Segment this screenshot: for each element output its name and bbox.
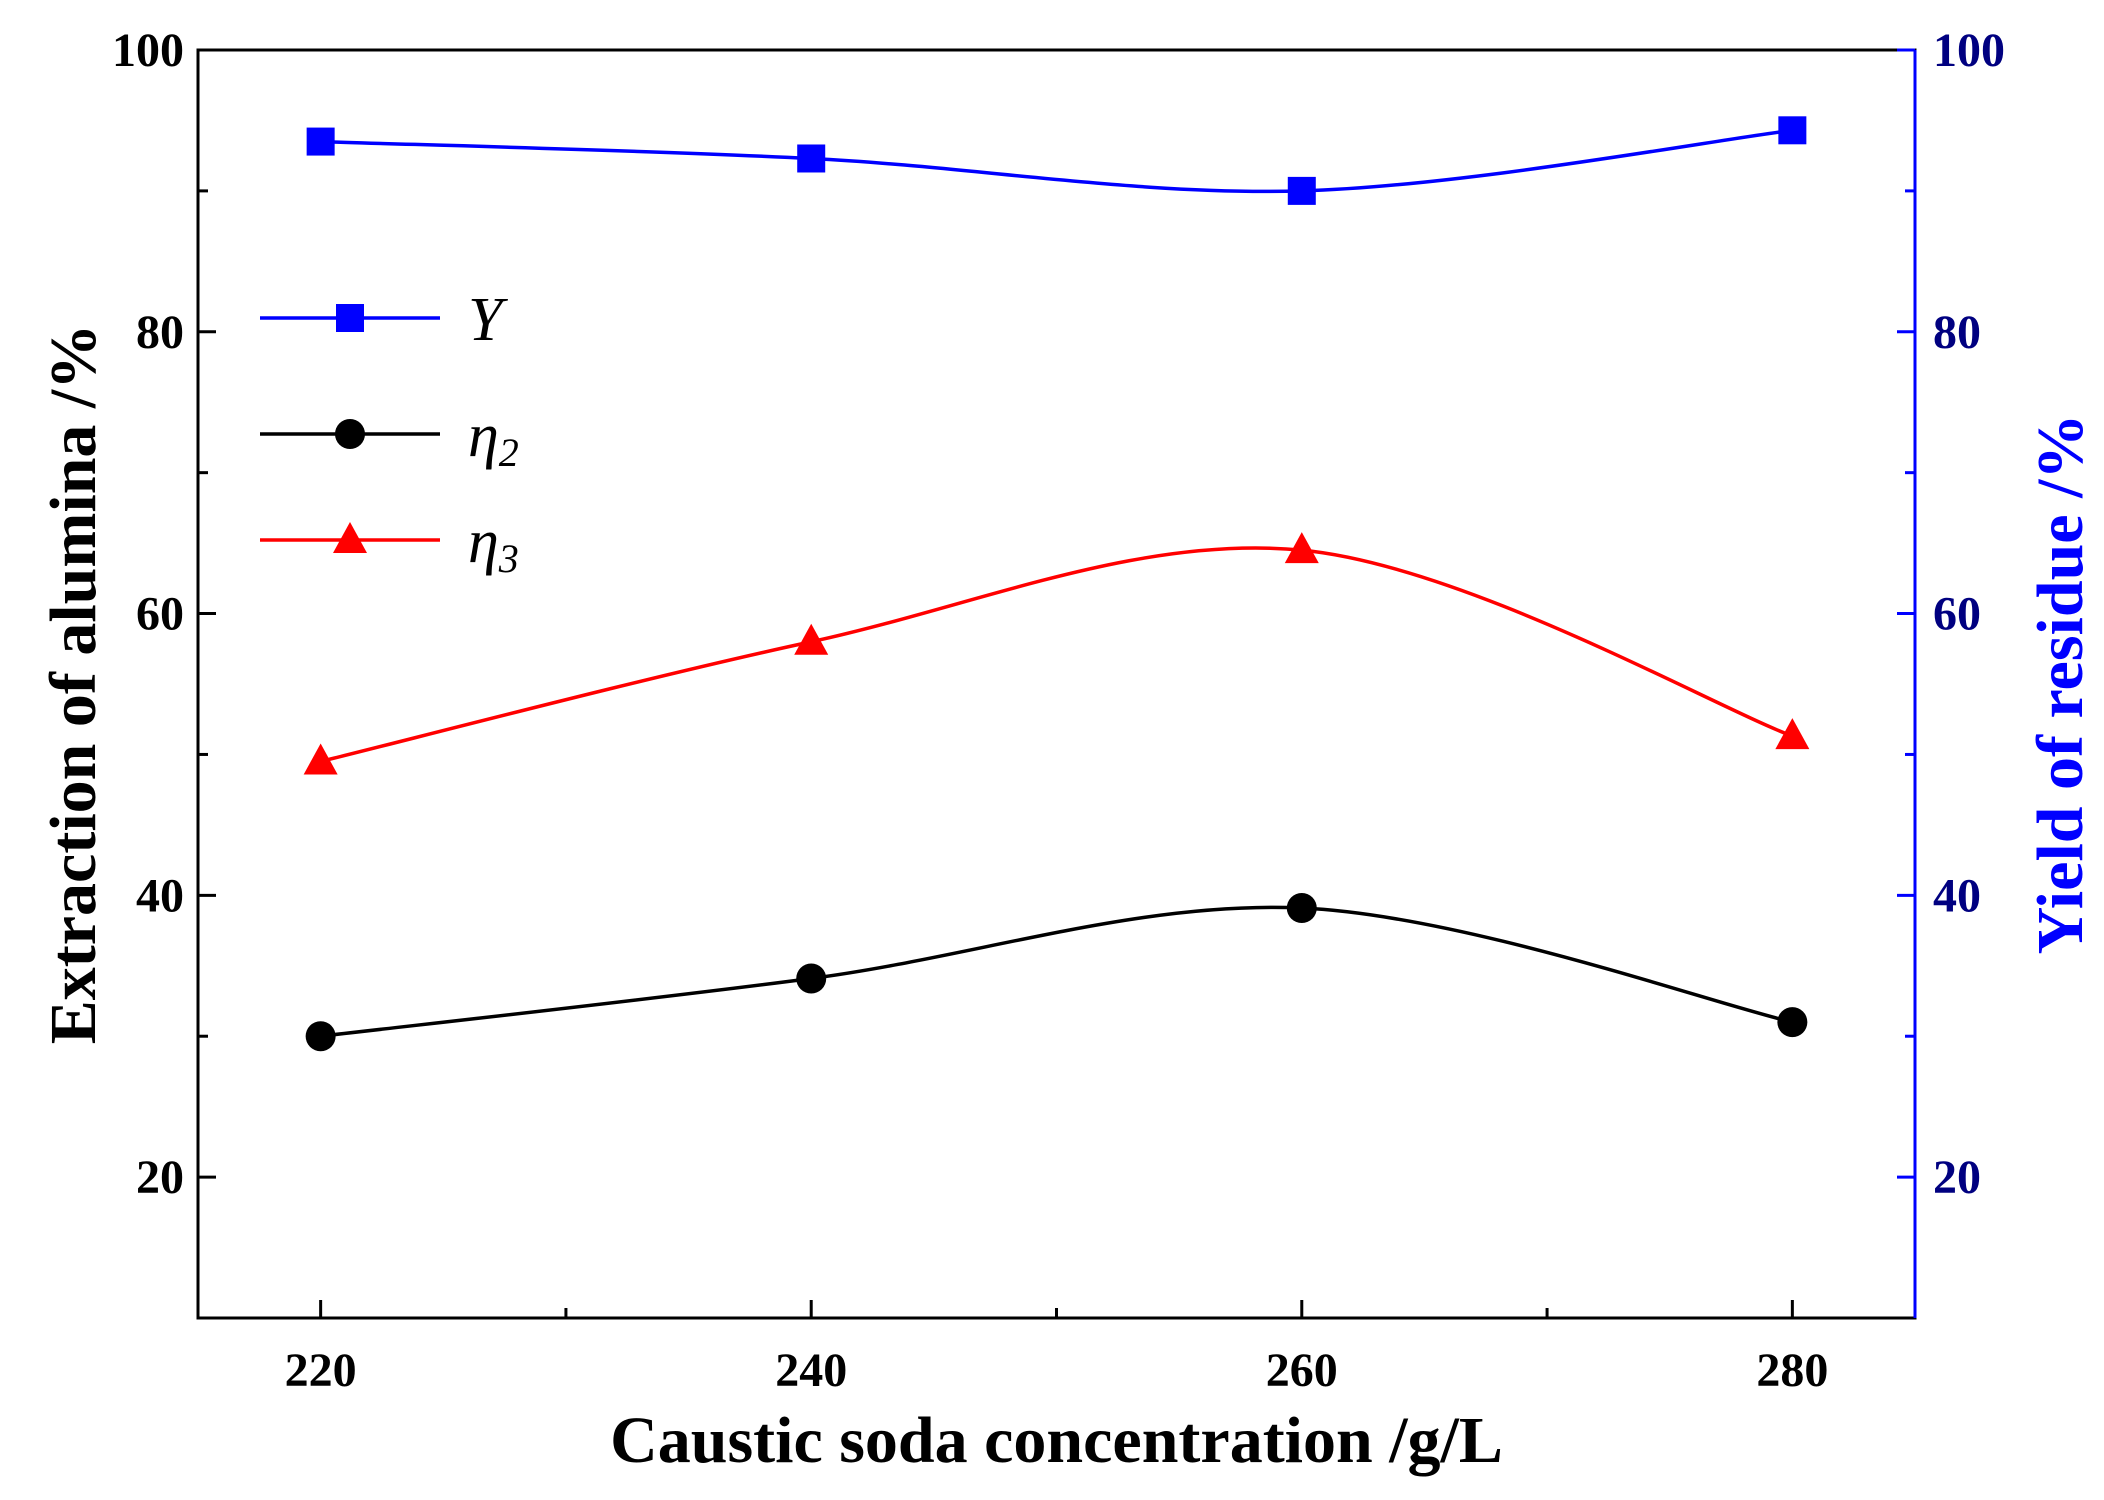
x-tick-label: 240	[775, 1344, 847, 1397]
data-point	[797, 144, 826, 173]
legend-item: η3	[260, 508, 519, 581]
right-axis-title: Yield of residue /%	[2024, 414, 2097, 955]
legend-item: Y	[260, 286, 508, 354]
data-point	[1284, 532, 1319, 564]
series-line	[320, 905, 1793, 1038]
plot-frame	[196, 48, 1917, 1320]
data-point	[305, 1021, 336, 1052]
left-axis-title: Extraction of alumina /%	[37, 324, 110, 1045]
data-point	[794, 623, 829, 655]
left-axis-ticks: 20 40 60 80 100	[112, 24, 216, 1204]
right-tick-label: 80	[1933, 306, 1981, 359]
x-axis-title: Caustic soda concentration /g/L	[610, 1404, 1503, 1477]
x-tick-label: 220	[285, 1344, 357, 1397]
right-axis-ticks: 20 40 60 80 100	[1897, 24, 2005, 1204]
left-tick-label: 100	[112, 24, 184, 77]
legend-label: η3	[468, 508, 519, 581]
legend-marker	[333, 522, 367, 553]
data-point	[796, 963, 827, 994]
x-tick-label: 260	[1266, 1344, 1338, 1397]
x-tick-label: 280	[1756, 1344, 1828, 1397]
x-axis-ticks: 220 240 260 280	[285, 1300, 1828, 1397]
legend-marker	[335, 419, 365, 449]
left-tick-label: 60	[136, 588, 184, 641]
data-point	[1778, 116, 1807, 145]
legend-marker	[336, 304, 364, 332]
legend-label: Y	[468, 286, 508, 354]
legend-label: η2	[468, 402, 519, 475]
series-1	[306, 116, 1807, 205]
legend-item: η2	[260, 402, 519, 475]
series-2	[305, 893, 1808, 1052]
series-3	[303, 532, 1810, 775]
data-point	[1777, 1007, 1808, 1038]
right-tick-label: 60	[1933, 588, 1981, 641]
right-tick-label: 100	[1933, 24, 2005, 77]
left-tick-label: 40	[136, 869, 184, 922]
legend: Yη2 η3	[260, 286, 519, 581]
series-line	[320, 546, 1793, 764]
data-point	[1286, 893, 1317, 924]
data-point	[1775, 718, 1810, 750]
series-line	[320, 128, 1793, 194]
left-tick-label: 80	[136, 306, 184, 359]
right-tick-label: 40	[1933, 869, 1981, 922]
data-point	[306, 127, 335, 156]
data-point	[1287, 176, 1316, 205]
left-tick-label: 20	[136, 1151, 184, 1204]
data-point	[303, 743, 338, 775]
right-tick-label: 20	[1933, 1151, 1981, 1204]
series-layer	[303, 116, 1810, 1052]
